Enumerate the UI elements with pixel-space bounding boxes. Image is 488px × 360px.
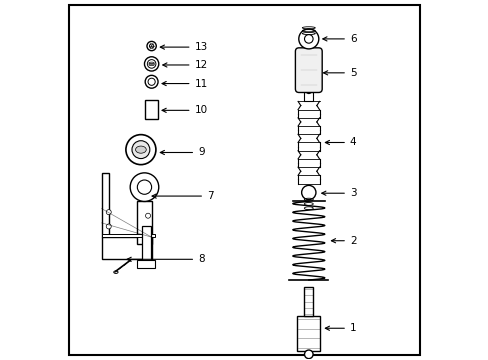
Text: 13: 13: [160, 42, 207, 52]
Circle shape: [106, 210, 111, 215]
Bar: [102, 173, 108, 237]
Circle shape: [298, 29, 318, 49]
Circle shape: [145, 75, 158, 88]
Bar: [102, 237, 151, 258]
Circle shape: [304, 350, 312, 359]
Circle shape: [130, 173, 159, 202]
Text: 3: 3: [321, 188, 356, 198]
Circle shape: [147, 41, 156, 51]
Circle shape: [144, 57, 159, 71]
Circle shape: [149, 44, 153, 48]
Text: 9: 9: [160, 148, 204, 157]
Bar: [142, 226, 150, 262]
Circle shape: [304, 35, 312, 43]
Bar: [145, 100, 158, 119]
Circle shape: [147, 60, 156, 68]
Text: 5: 5: [323, 68, 356, 78]
Circle shape: [125, 135, 156, 165]
Circle shape: [148, 78, 155, 85]
Text: 12: 12: [163, 60, 207, 70]
Ellipse shape: [114, 271, 118, 273]
Ellipse shape: [135, 146, 146, 153]
Text: 1: 1: [325, 323, 356, 333]
Bar: [137, 260, 155, 267]
Bar: [102, 234, 155, 237]
Circle shape: [106, 224, 111, 229]
Bar: [137, 202, 151, 244]
Text: 6: 6: [322, 34, 356, 44]
Bar: [297, 316, 320, 351]
Ellipse shape: [301, 185, 315, 200]
Text: 2: 2: [331, 236, 356, 246]
Bar: [304, 93, 313, 102]
Circle shape: [145, 213, 150, 218]
Circle shape: [145, 228, 150, 233]
FancyBboxPatch shape: [295, 48, 322, 93]
Text: 11: 11: [162, 78, 207, 89]
Text: 8: 8: [127, 254, 204, 264]
Circle shape: [132, 141, 149, 158]
Bar: [304, 287, 313, 316]
Circle shape: [137, 180, 151, 194]
Text: 7: 7: [152, 191, 213, 201]
Circle shape: [305, 88, 311, 94]
Text: 10: 10: [162, 105, 207, 115]
Text: 4: 4: [325, 138, 356, 148]
